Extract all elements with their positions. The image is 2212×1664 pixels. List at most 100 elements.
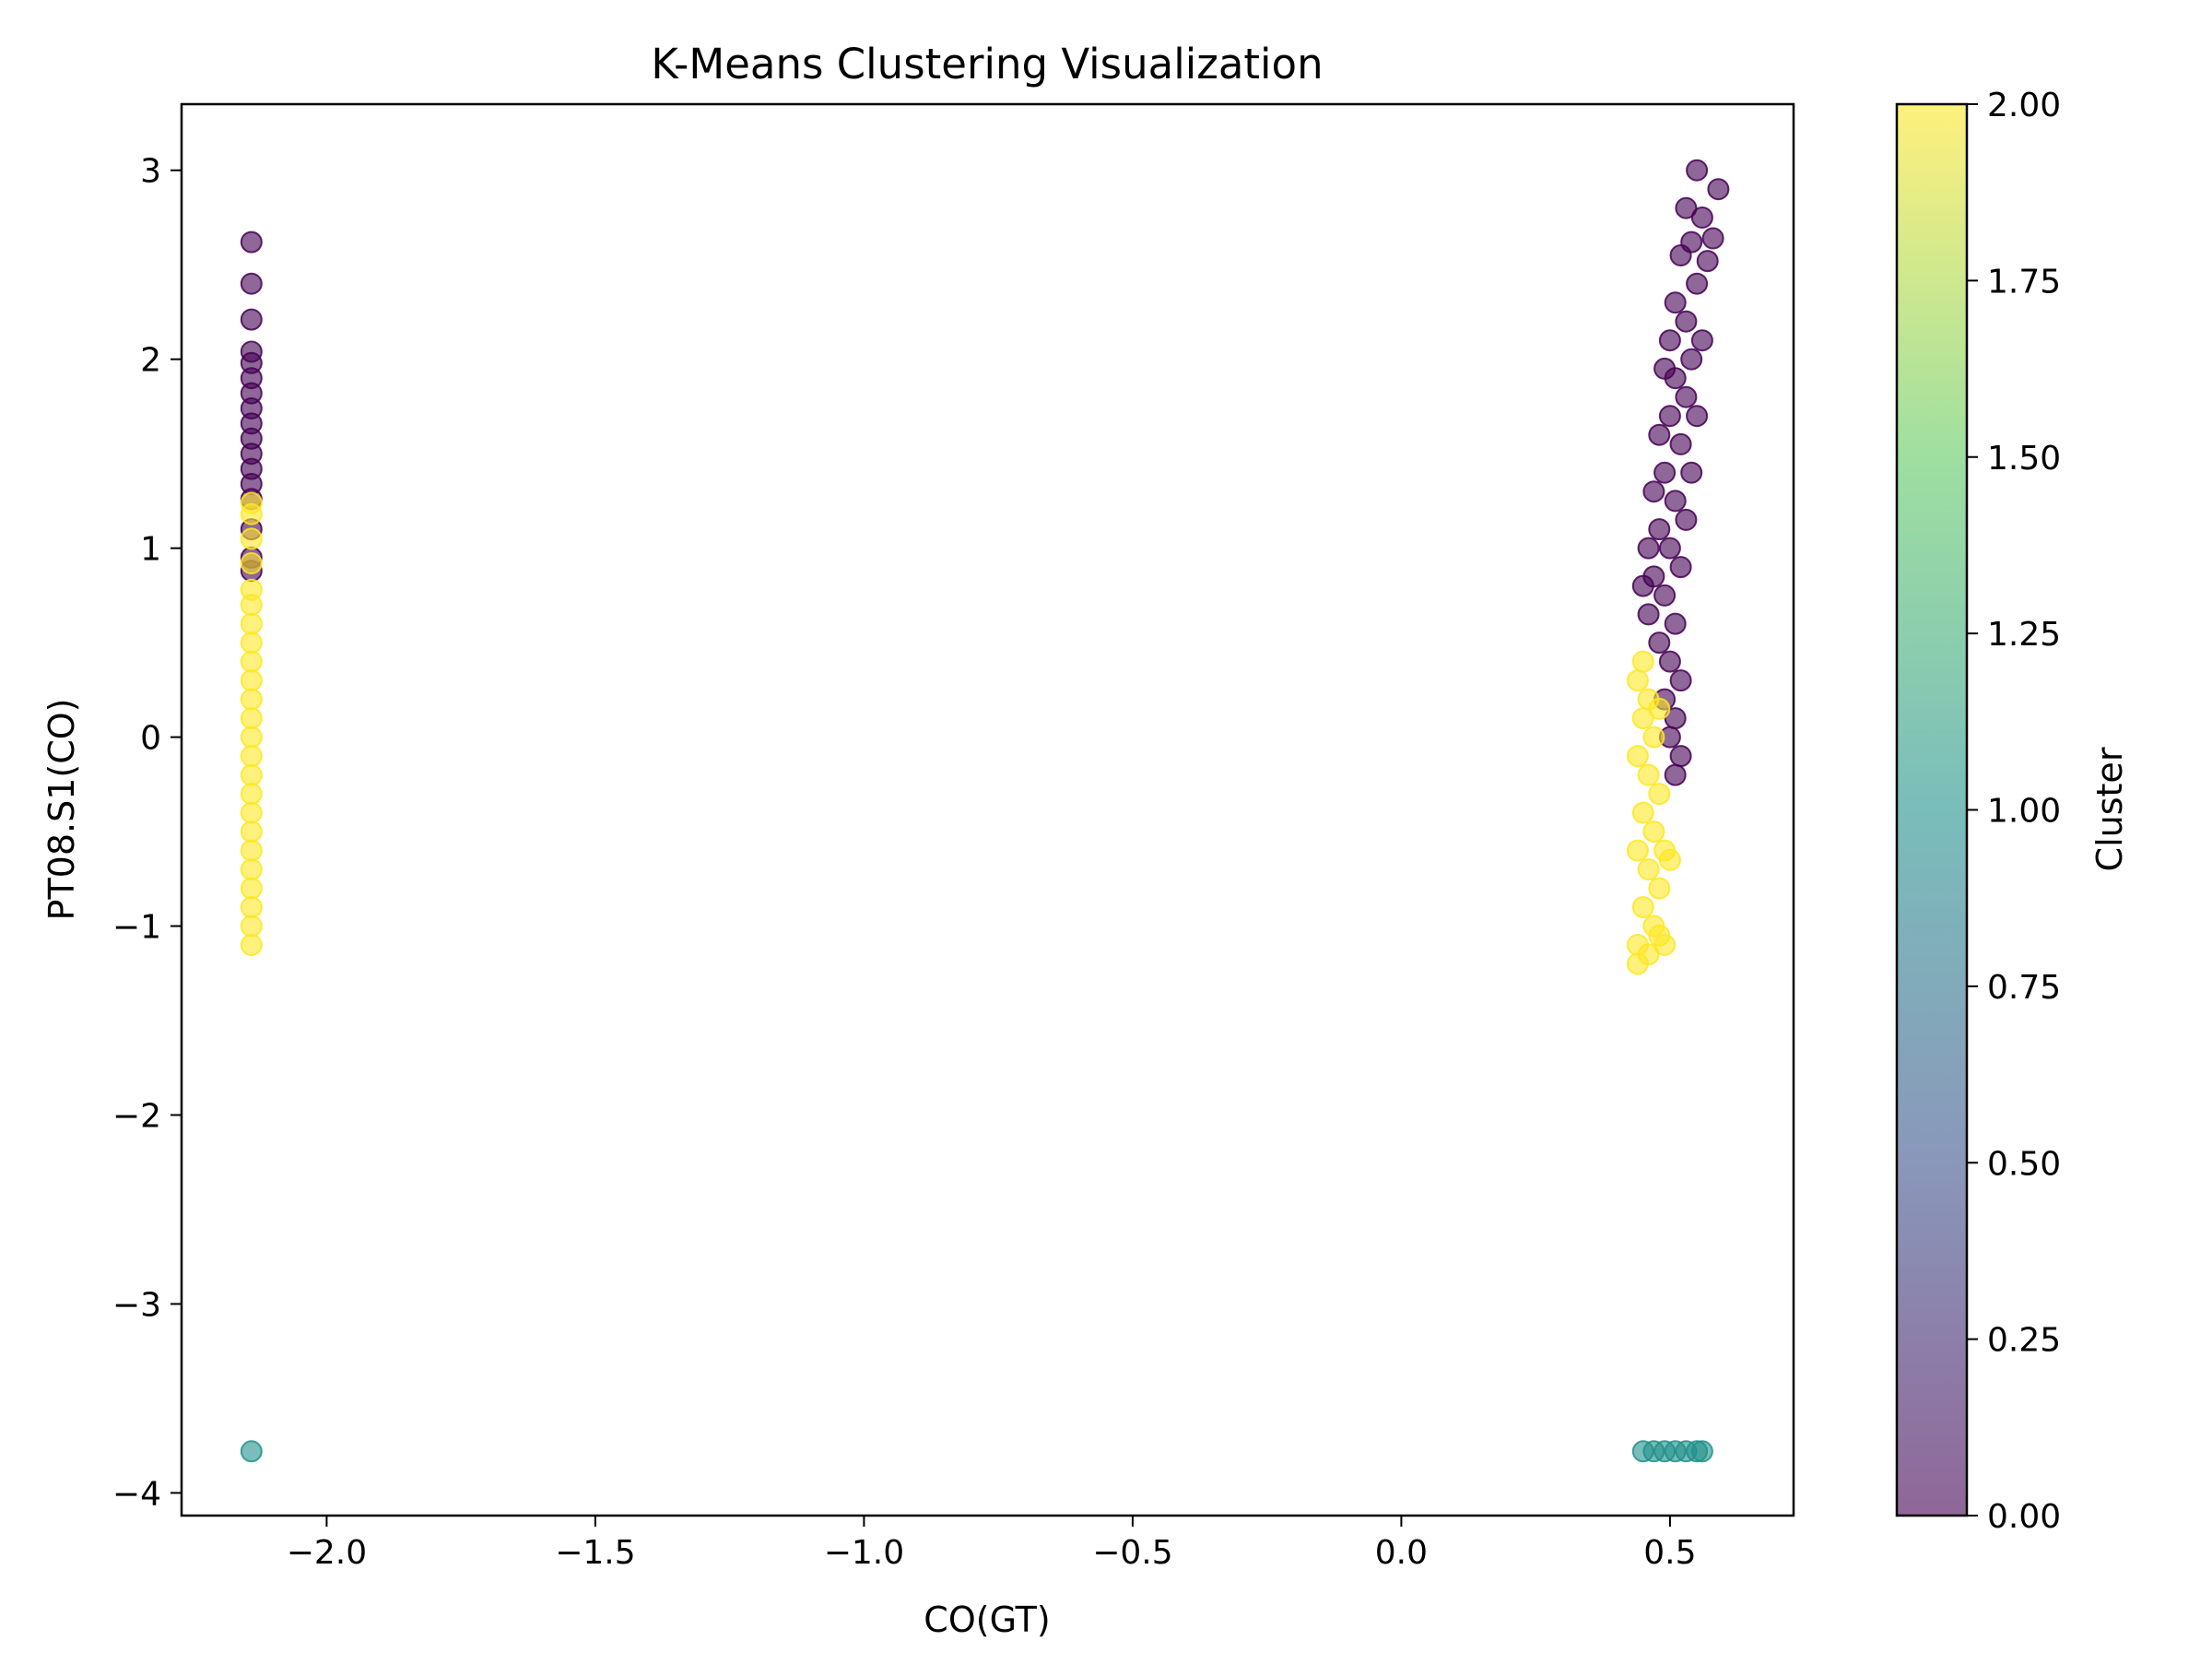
cluster-0-point-59 <box>1664 763 1687 786</box>
colorbar-tick-label-3: 0.75 <box>1987 969 2061 1007</box>
cluster-2-point-22 <box>240 915 263 938</box>
cluster-2-point-30 <box>1626 745 1649 768</box>
cluster-2-point-44 <box>1626 952 1649 975</box>
cluster-0-point-44 <box>1637 537 1660 560</box>
cluster-0-point-58 <box>1669 745 1692 768</box>
cluster-2-point-5 <box>240 594 263 617</box>
cluster-2-point-40 <box>1631 896 1654 919</box>
cluster-0-point-2 <box>240 308 263 331</box>
cluster-2-point-17 <box>240 820 263 844</box>
cluster-0-point-51 <box>1637 603 1660 626</box>
cluster-0-point-39 <box>1653 461 1677 484</box>
cluster-0-point-27 <box>1675 310 1698 333</box>
cluster-2-point-34 <box>1642 820 1665 844</box>
cluster-0-point-43 <box>1648 518 1671 541</box>
cluster-2-point-2 <box>240 527 263 550</box>
colorbar-tick-label-4: 1.00 <box>1987 793 2061 831</box>
cluster-2-point-13 <box>240 745 263 768</box>
cluster-1-point-0 <box>240 1440 263 1463</box>
y-tick-label-5: 1 <box>140 531 161 569</box>
cluster-2-point-38 <box>1637 858 1660 881</box>
cluster-0-point-35 <box>1658 405 1681 428</box>
cluster-2-point-18 <box>240 839 263 862</box>
cluster-0-point-46 <box>1669 556 1692 579</box>
cluster-2-point-8 <box>240 650 263 673</box>
x-tick-label-5: 0.5 <box>1643 1534 1696 1572</box>
colorbar-tick-label-6: 1.50 <box>1987 440 2061 478</box>
cluster-0-point-25 <box>1669 244 1692 266</box>
cluster-2-point-11 <box>240 707 263 730</box>
cluster-2-point-33 <box>1631 801 1654 824</box>
cluster-0-point-52 <box>1648 631 1671 655</box>
cluster-2-point-16 <box>240 801 263 824</box>
cluster-2-point-46 <box>1653 934 1677 956</box>
cluster-1-point-7 <box>1690 1440 1713 1463</box>
colorbar-tick-label-8: 2.00 <box>1987 87 2061 124</box>
cluster-2-point-29 <box>1642 726 1665 749</box>
colorbar-tick-label-2: 0.50 <box>1987 1145 2061 1183</box>
cluster-2-point-14 <box>240 763 263 786</box>
cluster-2-point-9 <box>240 669 263 692</box>
cluster-0-point-53 <box>1658 650 1681 673</box>
cluster-0-point-21 <box>1675 196 1698 219</box>
cluster-0-point-19 <box>1690 207 1713 229</box>
cluster-0-point-40 <box>1642 480 1665 503</box>
y-axis-label: PT08.S1(CO) <box>41 699 82 921</box>
y-tick-label-2: −2 <box>112 1097 161 1135</box>
cluster-0-point-42 <box>1675 508 1698 531</box>
cluster-0-point-48 <box>1631 574 1654 597</box>
y-tick-label-6: 2 <box>140 342 161 380</box>
y-tick-label-0: −4 <box>112 1475 161 1513</box>
cluster-2-point-36 <box>1658 848 1681 871</box>
cluster-0-point-17 <box>1686 159 1709 182</box>
y-tick-label-1: −3 <box>112 1286 161 1324</box>
cluster-0-point-30 <box>1680 348 1703 371</box>
cluster-0-point-45 <box>1658 537 1681 560</box>
cluster-0-point-41 <box>1664 490 1687 513</box>
cluster-2-point-19 <box>240 858 263 881</box>
cluster-0-point-33 <box>1675 385 1698 408</box>
x-tick-label-4: 0.0 <box>1375 1534 1428 1572</box>
cluster-2-point-24 <box>1631 650 1654 673</box>
cluster-0-point-54 <box>1669 669 1692 692</box>
cluster-2-point-25 <box>1626 669 1649 692</box>
cluster-2-point-37 <box>1626 839 1649 862</box>
cluster-2-point-31 <box>1637 763 1660 786</box>
cluster-0-point-23 <box>1696 250 1719 273</box>
colorbar-tick-label-0: 0.00 <box>1987 1498 2061 1536</box>
cluster-0-point-26 <box>1664 291 1687 314</box>
colorbar-gradient <box>1897 104 1967 1516</box>
cluster-2-point-20 <box>240 877 263 900</box>
cluster-0-point-37 <box>1669 432 1692 455</box>
cluster-0-point-28 <box>1690 329 1713 352</box>
cluster-2-point-23 <box>240 934 263 956</box>
cluster-0-point-36 <box>1648 423 1671 446</box>
cluster-2-point-27 <box>1648 697 1671 720</box>
points-layer <box>240 159 1730 1463</box>
colorbar-tick-label-7: 1.75 <box>1987 263 2061 301</box>
colorbar-label: Cluster <box>2089 747 2130 871</box>
x-axis-label: CO(GT) <box>924 1599 1050 1640</box>
cluster-0-point-24 <box>1686 272 1709 295</box>
y-tick-label-3: −1 <box>112 909 161 947</box>
cluster-0-point-18 <box>1707 178 1730 201</box>
cluster-0-point-1 <box>240 272 263 295</box>
x-tick-label-3: −0.5 <box>1092 1534 1172 1572</box>
cluster-0-point-49 <box>1653 584 1677 607</box>
cluster-0-point-38 <box>1680 461 1703 484</box>
cluster-0-point-29 <box>1658 329 1681 352</box>
colorbar-ticks: 0.00 0.25 0.50 0.75 1.00 1.25 1.50 1.75 2.00 <box>1967 87 2061 1536</box>
x-tick-label-1: −1.5 <box>555 1534 635 1572</box>
cluster-0-point-20 <box>1701 227 1724 250</box>
cluster-2-point-15 <box>240 783 263 806</box>
cluster-0-point-34 <box>1686 405 1709 428</box>
cluster-2-point-39 <box>1648 877 1671 900</box>
cluster-2-point-3 <box>240 552 263 574</box>
y-axis-ticks: −4 −3 −2 −1 0 1 2 3 <box>112 153 182 1513</box>
chart-title: K-Means Clustering Visualization <box>651 40 1323 89</box>
cluster-2-point-28 <box>1631 707 1654 730</box>
y-tick-label-7: 3 <box>140 153 161 191</box>
colorbar-tick-label-5: 1.25 <box>1987 616 2061 654</box>
